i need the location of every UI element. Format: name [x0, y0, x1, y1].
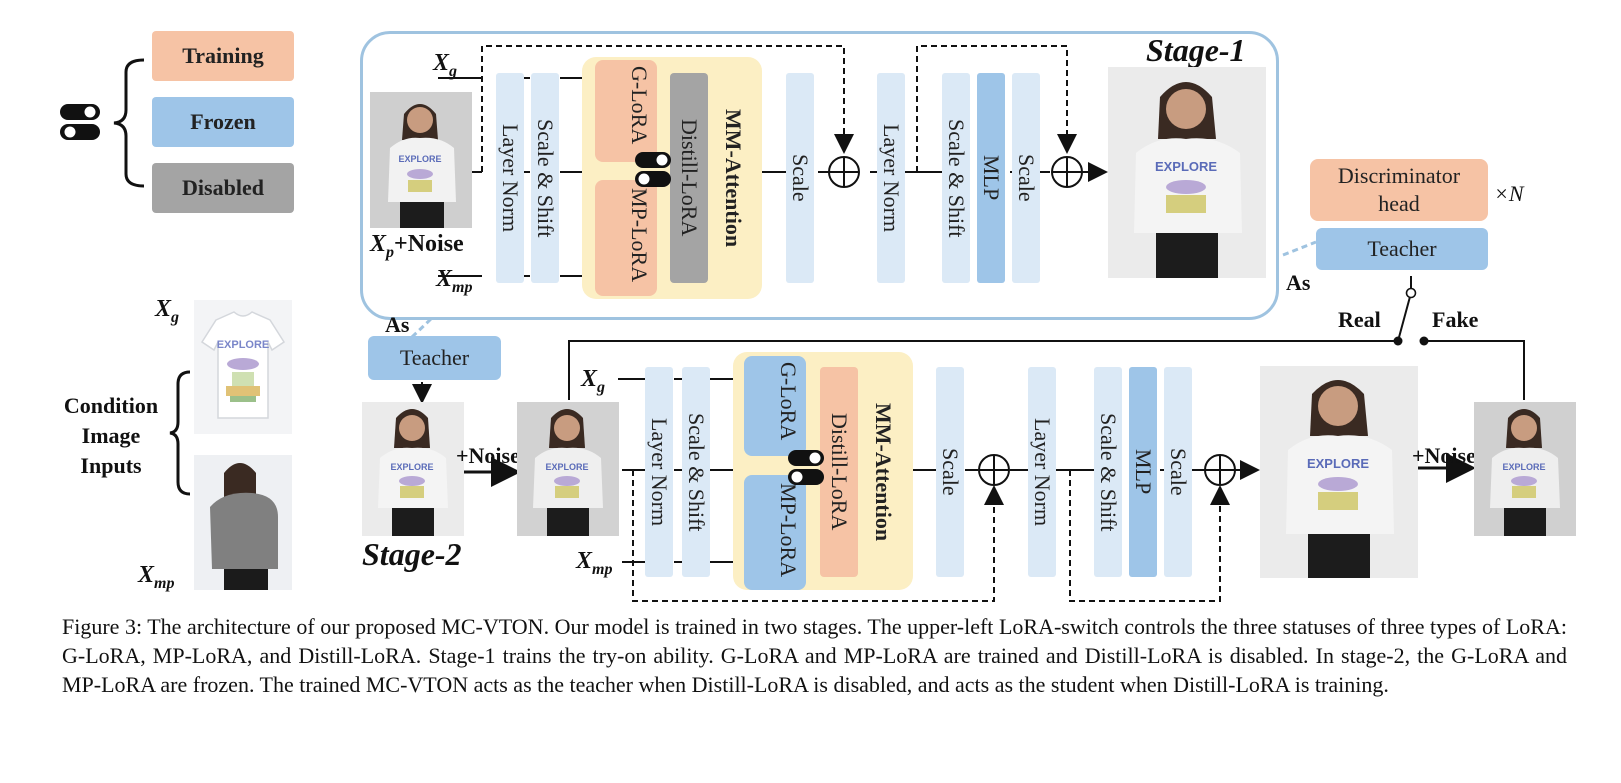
stage2-layer-norm-2: Layer Norm [1028, 367, 1056, 577]
svg-text:EXPLORE: EXPLORE [398, 154, 441, 164]
discriminator-head-line1: Discriminator [1337, 163, 1461, 188]
stage2-layer-norm: Layer Norm [645, 367, 673, 577]
discriminator-head: Discriminator head [1310, 159, 1488, 221]
stage1-title: Stage-1 [1146, 32, 1246, 68]
condition-label-line2: Image [81, 423, 141, 448]
stage2-teacher: Teacher [368, 336, 501, 380]
stage1-layer-norm-2: Layer Norm [877, 73, 905, 283]
stage1-panel [360, 31, 1279, 320]
stage2-scale-shift-2: Scale & Shift [1094, 367, 1122, 577]
stage1-xmp-label: Xmp [436, 266, 473, 296]
stage1-output-image: EXPLORE [1108, 67, 1266, 278]
stage1-mm-attention: MM-Attention [721, 108, 746, 248]
condition-xmp-label: Xmp [138, 562, 175, 592]
lora-switch-icon [58, 102, 102, 142]
stage1-scale-shift-2: Scale & Shift [942, 73, 970, 283]
stage2-g-lora: G-LoRA [744, 356, 806, 456]
discriminator-teacher: Teacher [1316, 228, 1488, 270]
stage1-scale-2: Scale [1012, 73, 1040, 283]
stage2-scale-2: Scale [1164, 367, 1192, 577]
svg-text:EXPLORE: EXPLORE [1502, 462, 1545, 472]
svg-text:EXPLORE: EXPLORE [1307, 456, 1369, 471]
stage1-scale: Scale [786, 73, 814, 283]
stage1-scale-shift: Scale & Shift [531, 73, 559, 283]
svg-text:EXPLORE: EXPLORE [217, 339, 270, 351]
stage2-output-image: EXPLORE [1260, 366, 1418, 578]
stage2-mp-lora: MP-LoRA [744, 475, 806, 590]
stage1-noisy-person-image: EXPLORE [370, 92, 472, 228]
stage2-distill-lora: Distill-LoRA [820, 367, 858, 577]
condition-label-line3: Inputs [80, 453, 142, 478]
stage1-mp-lora: MP-LoRA [595, 180, 657, 296]
stage2-xmp-label: Xmp [576, 548, 613, 578]
stage1-layer-norm: Layer Norm [496, 73, 524, 283]
stage2-mlp: MLP [1129, 367, 1157, 577]
figure-caption: Figure 3: The architecture of our propos… [62, 614, 1567, 697]
legend-brace-icon [110, 58, 150, 188]
stage1-xg-label: Xg [433, 50, 458, 80]
stage1-as-label-right: As [1286, 270, 1311, 295]
stage2-teacher-output-image: EXPLORE [362, 402, 464, 536]
legend-disabled: Disabled [152, 163, 294, 213]
garment-image: EXPLORE [194, 300, 292, 434]
discriminator-multiplier: ×N [1494, 181, 1524, 206]
stage2-noise-in-label: +Noise [456, 443, 520, 468]
discriminator-head-line2: head [1378, 191, 1420, 216]
stage2-scale: Scale [936, 367, 964, 577]
stage2-title: Stage-2 [362, 536, 462, 572]
real-label: Real [1338, 307, 1381, 332]
svg-text:EXPLORE: EXPLORE [390, 462, 433, 472]
legend-training: Training [152, 31, 294, 81]
stage1-distill-lora: Distill-LoRA [670, 73, 708, 283]
stage2-mm-attention: MM-Attention [871, 402, 896, 542]
stage2-noise-out-label: +Noise [1412, 443, 1476, 468]
stage2-noisy-output-image: EXPLORE [1474, 402, 1576, 536]
legend-frozen: Frozen [152, 97, 294, 147]
stage2-noisy-input-image: EXPLORE [517, 402, 619, 536]
condition-label-line1: Condition [63, 393, 159, 418]
stage1-lora-switch-icon [633, 150, 673, 190]
stage2-lora-switch-icon [786, 448, 826, 488]
stage1-as-label-left: As [385, 312, 410, 337]
condition-label: Condition Image Inputs [54, 391, 168, 481]
fake-label: Fake [1432, 307, 1479, 332]
stage1-g-lora: G-LoRA [595, 60, 657, 162]
svg-text:EXPLORE: EXPLORE [1155, 159, 1217, 174]
condition-xg-label: Xg [155, 296, 180, 326]
condition-brace-icon [168, 370, 192, 496]
masked-person-image [194, 455, 292, 590]
svg-text:EXPLORE: EXPLORE [545, 462, 588, 472]
stage1-mlp: MLP [977, 73, 1005, 283]
stage2-xg-label: Xg [581, 366, 606, 396]
stage1-xp-label: Xp+Noise [370, 231, 464, 261]
stage2-scale-shift: Scale & Shift [682, 367, 710, 577]
